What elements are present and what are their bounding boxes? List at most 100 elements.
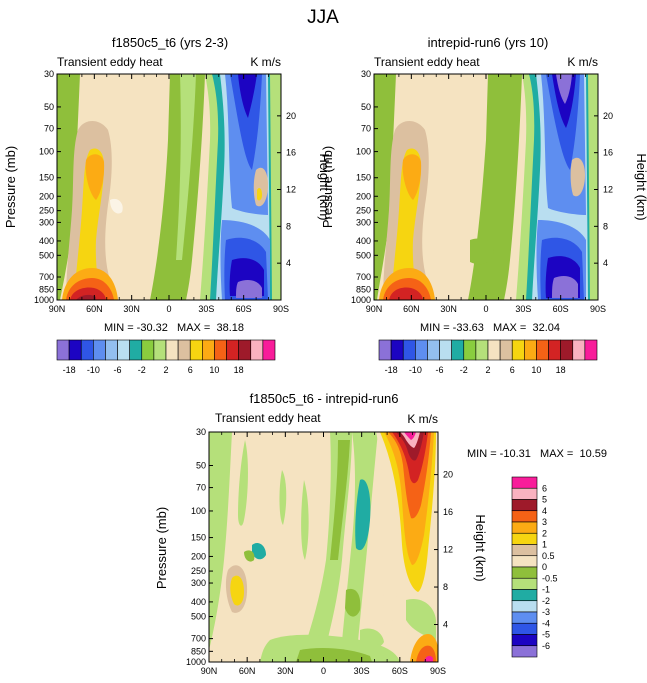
panel-2: intrepid-run6 (yrs 10) Transient eddy he… [320,35,647,375]
figure-title: JJA [307,7,339,28]
colorbar-box [451,339,465,361]
x-tick-label: 90S [590,304,606,314]
colorbar-box [165,339,179,361]
colorbar-label: 2 [485,365,490,375]
y-tick-label: 200 [39,191,54,201]
colorbar-box [524,339,537,361]
colorbar-box [68,339,82,361]
colorbar-box [511,339,525,361]
colorbar-label: -2 [542,596,550,606]
y-tick-label: 700 [39,272,54,282]
colorbar-box [214,339,227,361]
colorbar-label: -18 [385,365,398,375]
x-tick-label: 0 [483,304,488,314]
y-tick-label: 30 [361,69,371,79]
panel-1-right-label: K m/s [250,55,281,69]
colorbar-label: 2 [163,365,168,375]
colorbar-label: -10 [409,365,422,375]
y-tick-label: 250 [39,206,54,216]
height-tick-label: 8 [443,582,448,592]
colorbar-box [511,487,538,500]
panel-1-title: f1850c5_t6 (yrs 2-3) [112,35,228,50]
x-tick-label: 90N [49,304,66,314]
x-tick-label: 90S [273,304,289,314]
colorbar-box [572,339,586,361]
colorbar-box [487,339,501,361]
y-tick-label: 100 [39,147,54,157]
panel-3-min-max: MIN = -10.31 MAX = 10.59 [467,448,607,460]
y-tick-label: 70 [196,483,206,493]
colorbar-box [511,499,538,512]
y-tick-label: 400 [191,597,206,607]
y-tick-label: 700 [356,272,371,282]
y-tick-label: 30 [44,69,54,79]
colorbar-label: -3 [542,607,550,617]
panel-1-left-label: Transient eddy heat [57,55,163,69]
colorbar-box [93,339,106,361]
colorbar-box [427,339,440,361]
colorbar-box [129,339,143,361]
height-tick-label: 16 [443,507,453,517]
y-tick-label: 500 [356,250,371,260]
panel-3-contour-field [209,432,438,662]
y-tick-label: 300 [356,217,371,227]
height-tick-label: 20 [603,111,613,121]
x-tick-label: 90S [430,666,446,676]
colorbar-box [511,622,538,635]
panel-2-axes: 3050701001502002503004005007008501000481… [351,69,613,314]
colorbar-label: -2 [138,365,146,375]
panel-2-contour-field [374,74,598,300]
y-tick-label: 500 [39,250,54,260]
y-tick-label: 70 [44,124,54,134]
colorbar-box [177,339,191,361]
colorbar-label: 6 [510,365,515,375]
x-tick-label: 60N [403,304,420,314]
colorbar-box [390,339,404,361]
colorbar-box [511,476,538,489]
colorbar-label: 6 [188,365,193,375]
y-tick-label: 100 [191,506,206,516]
y-tick-label: 50 [196,461,206,471]
colorbar-box [189,339,203,361]
height-tick-label: 8 [286,221,291,231]
colorbar-box [511,634,538,647]
colorbar-box [511,510,538,523]
height-tick-label: 4 [286,258,291,268]
y-tick-label: 500 [191,612,206,622]
colorbar-label: 3 [542,517,547,527]
y-tick-label: 70 [361,124,371,134]
colorbar-box [226,339,239,361]
colorbar-box [463,339,477,361]
colorbar-box [511,589,538,602]
panel-3-title: f1850c5_t6 - intrepid-run6 [250,391,399,406]
colorbar-box [511,532,538,545]
panel-3-axes: 3050701001502002503004005007008501000481… [186,427,453,676]
colorbar-label: 2 [542,528,547,538]
colorbar-box [511,577,538,590]
y-tick-label: 850 [191,646,206,656]
colorbar-box [250,339,264,361]
colorbar-box [511,600,538,613]
y-tick-label: 1000 [34,295,54,305]
panel-3-ylabel: Pressure (mb) [154,507,169,589]
colorbar-box [499,339,513,361]
y-tick-label: 250 [191,566,206,576]
panel-2-left-label: Transient eddy heat [374,55,480,69]
panel-2-y2label: Height (km) [634,153,647,220]
x-tick-label: 30S [198,304,214,314]
height-tick-label: 4 [603,258,608,268]
colorbar-box [105,339,118,361]
colorbar-label: 1 [542,540,547,550]
panel-2-colorbar: -18 -10 -6 -2 2 6 10 18 [378,339,598,375]
height-tick-label: 20 [286,111,296,121]
colorbar-box [511,521,538,534]
colorbar-box [511,555,538,568]
y-tick-label: 100 [356,147,371,157]
colorbar-box [141,339,155,361]
x-tick-label: 60S [553,304,569,314]
height-tick-label: 12 [286,185,296,195]
y-tick-label: 150 [191,533,206,543]
colorbar-label: -18 [63,365,76,375]
